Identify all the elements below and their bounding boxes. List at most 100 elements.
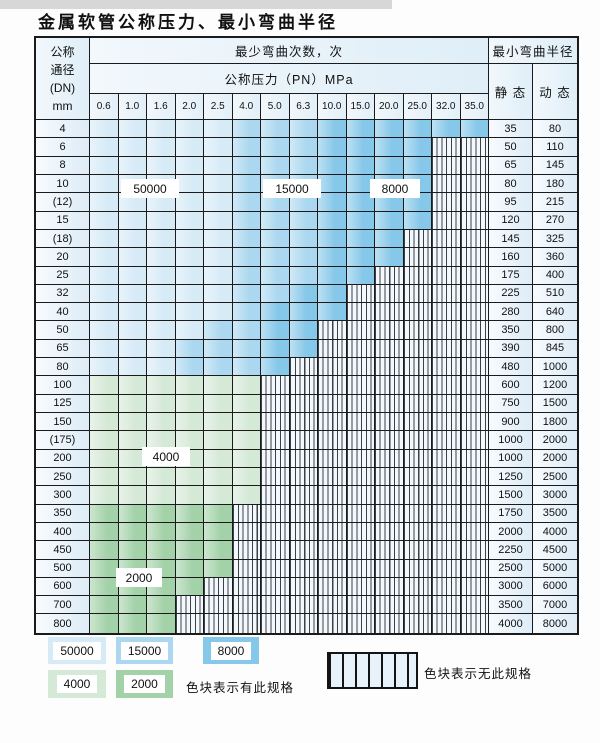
spec-cell [318,394,347,413]
spec-cell [432,413,461,432]
spec-cell [403,596,432,615]
spec-cell [90,541,119,560]
spec-cell [318,284,347,304]
spec-cell [175,193,204,212]
spec-cell [90,284,119,304]
header-dn-line: (DN) [49,80,76,95]
pressure-col-header: 4.0 [232,94,261,120]
dn-cell: 125 [36,394,90,413]
spec-cell [289,522,318,542]
spec-cell [175,266,204,285]
spec-cell [432,321,461,340]
dynamic-cell: 3500 [533,504,577,523]
spec-cell [289,467,318,487]
spec-cell [204,559,233,578]
spec-cell [460,193,489,212]
spec-cell [289,229,318,249]
spec-cell [403,376,432,395]
dynamic-cell: 4500 [533,541,577,560]
pressure-col-header: 6.3 [289,94,318,120]
spec-cell [90,321,119,340]
spec-cell [432,577,461,597]
spec-cell [175,413,204,432]
spec-cell [403,211,432,230]
spec-cell [261,596,290,615]
spec-cell [118,541,147,560]
spec-cell [318,504,347,523]
spec-cell [432,193,461,212]
spec-cell [289,358,318,377]
dn-cell: 80 [36,358,90,377]
legend-swatch-label: 50000 [53,641,101,660]
spec-cell [346,138,375,157]
dn-cell: 6 [36,138,90,157]
header-static: 静 态 [489,64,533,120]
spec-cell [118,431,147,450]
spec-cell [118,614,147,633]
spec-cell [147,266,176,285]
spec-cell [118,248,147,267]
dynamic-cell: 6000 [533,577,577,597]
dynamic-cell: 8000 [533,614,577,633]
spec-cell [118,394,147,413]
spec-cell [147,156,176,175]
dn-cell: 150 [36,413,90,432]
spec-cell [147,541,176,560]
spec-cell [118,266,147,285]
spec-cell [90,596,119,615]
spec-cell [432,211,461,230]
spec-cell [204,413,233,432]
spec-cell [460,266,489,285]
spec-cell [204,211,233,230]
spec-cell [118,449,147,468]
spec-cell [375,467,404,487]
spec-cell [318,248,347,267]
dn-cell: (12) [36,193,90,212]
spec-cell [147,284,176,304]
dynamic-cell: 4000 [533,522,577,542]
spec-cell [90,303,119,322]
spec-cell [460,559,489,578]
spec-cell [432,467,461,487]
spec-cell [318,266,347,285]
spec-cell [261,394,290,413]
spec-cell [289,339,318,359]
spec-cell [432,394,461,413]
spec-cell [261,284,290,304]
spec-cell [289,559,318,578]
spec-cell [289,321,318,340]
spec-cell [460,596,489,615]
spec-cell [175,120,204,139]
spec-cell [261,321,290,340]
spec-cell [318,522,347,542]
spec-cell [346,174,375,194]
spec-cell [403,577,432,597]
static-cell: 4000 [489,614,533,633]
spec-cell [261,266,290,285]
spec-cell [175,577,204,597]
spec-cell [175,486,204,505]
spec-cell [432,229,461,249]
static-cell: 1750 [489,504,533,523]
spec-cell [175,522,204,542]
spec-cell [232,229,261,249]
spec-cell [147,321,176,340]
spec-cell [403,321,432,340]
spec-cell [90,449,119,468]
static-cell: 175 [489,266,533,285]
spec-cell [460,376,489,395]
dynamic-cell: 270 [533,211,577,230]
label-50000: 50000 [121,179,179,198]
label-15000: 15000 [263,179,321,198]
spec-cell [147,522,176,542]
spec-cell [375,394,404,413]
spec-cell [375,559,404,578]
spec-cell [375,431,404,450]
spec-cell [432,303,461,322]
dynamic-cell: 2000 [533,431,577,450]
spec-cell [346,211,375,230]
spec-cell [204,504,233,523]
page-title: 金属软管公称压力、最小弯曲半径 [38,13,338,32]
spec-cell [147,413,176,432]
dn-cell: 600 [36,577,90,597]
